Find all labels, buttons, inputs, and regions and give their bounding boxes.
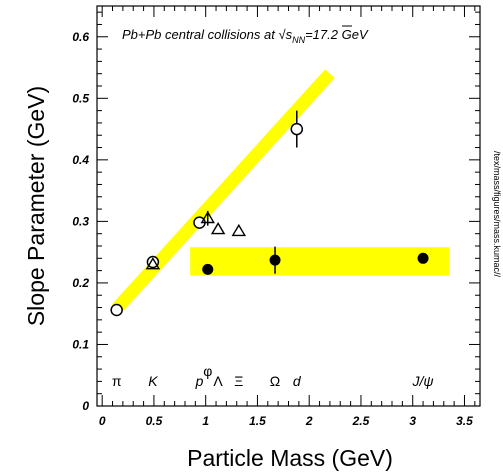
- y-tick-label: 0.3: [72, 214, 89, 228]
- title-sub: NN: [292, 35, 305, 45]
- y-tick-label: 0.2: [72, 276, 89, 290]
- y-tick-label: 0.4: [72, 153, 89, 167]
- chart-title: Pb+Pb central collisions at √sNN=17.2 Ge…: [122, 27, 369, 45]
- title-pre: Pb+Pb central collisions at: [122, 27, 278, 42]
- side-label: /tex/mass/figures/mass.kumac//: [492, 151, 502, 278]
- open-triangle-point: [145, 257, 161, 270]
- y-tick-label: 0: [82, 399, 89, 413]
- particle-label: φ: [203, 363, 212, 379]
- particle-label: K: [148, 373, 158, 389]
- ticks-layer: [97, 6, 480, 407]
- open-triangle-point: [200, 210, 215, 224]
- title-post: =17.2 GeV: [305, 27, 369, 42]
- x-tick-label: 1: [202, 414, 209, 428]
- particle-label: J/ψ: [412, 373, 434, 389]
- open-circle-point: [290, 122, 304, 136]
- x-tick-label: 0: [99, 414, 106, 428]
- particle-label: Ω: [270, 373, 280, 389]
- x-tick-label: 0.5: [146, 414, 163, 428]
- x-tick-label: 3: [409, 414, 416, 428]
- particle-label: p: [195, 373, 204, 389]
- x-tick-label: 2.5: [352, 414, 370, 428]
- title-sqrt: √: [278, 27, 286, 42]
- filled-circle-point: [269, 254, 281, 266]
- particle-label: π: [112, 373, 122, 389]
- open-circle-point: [110, 303, 123, 317]
- markers-layer: [110, 122, 429, 317]
- x-tick-label: 2: [305, 414, 313, 428]
- open-triangle-point: [231, 223, 247, 237]
- x-tick-label: 1.5: [249, 414, 266, 428]
- plot-frame: [96, 5, 481, 407]
- y-tick-label: 0.6: [72, 30, 89, 44]
- open-triangle-point: [210, 222, 226, 235]
- y-tick-label: 0.5: [72, 91, 89, 105]
- yellow-line-band: [111, 69, 335, 314]
- tick-labels-layer: 0 0.5 1 1.5 2 2.5 3 3.5 0 0.1 0.2 0.3 0.4 0.5 0.6: [72, 30, 473, 428]
- x-tick-label: 3.5: [456, 414, 473, 428]
- open-circle-point: [146, 255, 160, 269]
- particle-label: Ξ: [234, 373, 243, 389]
- yellow-flat-band: [190, 247, 449, 276]
- y-tick-label: 0.1: [72, 337, 89, 351]
- x-axis-title: Particle Mass (GeV): [187, 445, 393, 471]
- title-s: s: [286, 27, 293, 42]
- filled-circle-point: [202, 263, 214, 275]
- bands-layer: [111, 69, 449, 314]
- filled-circle-point: [417, 252, 429, 264]
- particle-label: d: [293, 373, 302, 389]
- particle-label: Λ: [213, 373, 223, 389]
- y-axis-title: Slope Parameter (GeV): [23, 86, 49, 326]
